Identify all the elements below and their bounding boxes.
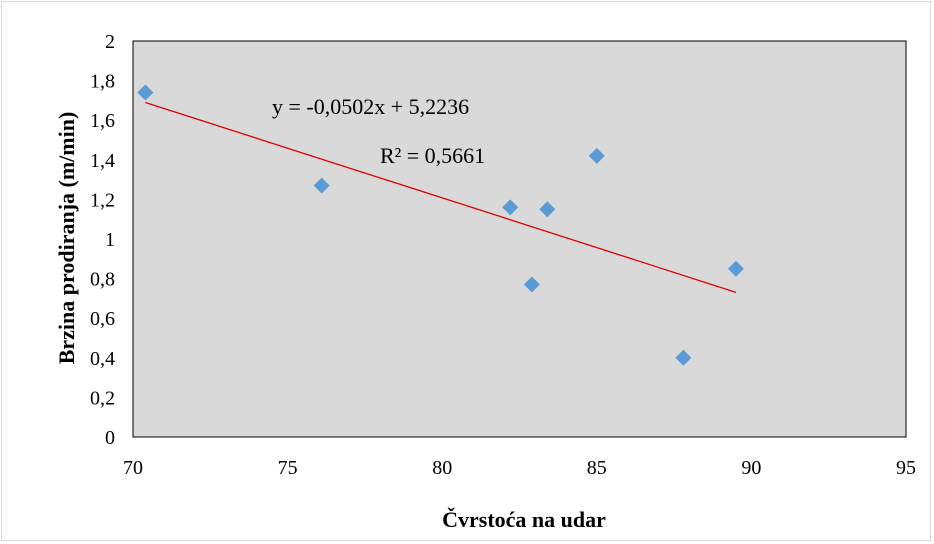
y-tick-label: 1,4 <box>90 150 115 172</box>
x-tick-label: 80 <box>432 457 452 479</box>
data-point <box>675 349 692 366</box>
y-tick-label: 0,2 <box>90 387 115 409</box>
data-points <box>137 84 744 366</box>
y-tick-label: 1,6 <box>90 110 115 132</box>
x-tick-label: 70 <box>123 457 143 479</box>
y-axis-title: Brzina prodiranja (m/min) <box>54 112 79 365</box>
y-tick-label: 0,8 <box>90 269 115 291</box>
x-axis-title: Čvrstoća na udar <box>442 507 606 532</box>
trendline-equation: y = -0,0502x + 5,2236 <box>272 94 469 119</box>
y-axis-ticks: 0 0,2 0,4 0,6 0,8 1 1,2 1,4 1,6 1,8 2 <box>90 31 115 449</box>
y-tick-label: 0,4 <box>90 348 115 370</box>
x-tick-label: 75 <box>278 457 298 479</box>
data-point <box>313 177 330 194</box>
y-tick-label: 1 <box>105 229 115 251</box>
y-tick-label: 0 <box>105 427 115 449</box>
data-point <box>137 84 154 101</box>
plot-area <box>132 40 907 438</box>
y-tick-label: 2 <box>105 31 115 53</box>
data-point <box>523 276 540 293</box>
y-tick-label: 1,8 <box>90 71 115 93</box>
data-point <box>539 201 556 218</box>
x-tick-label: 95 <box>896 457 916 479</box>
x-tick-label: 85 <box>587 457 607 479</box>
y-tick-label: 0,6 <box>90 308 115 330</box>
x-tick-label: 90 <box>741 457 761 479</box>
trendline <box>145 101 737 293</box>
data-point <box>502 199 519 216</box>
data-point <box>588 147 605 164</box>
y-tick-label: 1,2 <box>90 189 115 211</box>
r-squared-label: R² = 0,5661 <box>380 143 485 168</box>
data-point <box>727 260 744 277</box>
x-axis-ticks: 70 75 80 85 90 95 <box>123 457 916 479</box>
